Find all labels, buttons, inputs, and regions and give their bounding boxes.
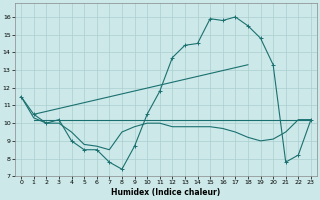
X-axis label: Humidex (Indice chaleur): Humidex (Indice chaleur) (111, 188, 221, 197)
